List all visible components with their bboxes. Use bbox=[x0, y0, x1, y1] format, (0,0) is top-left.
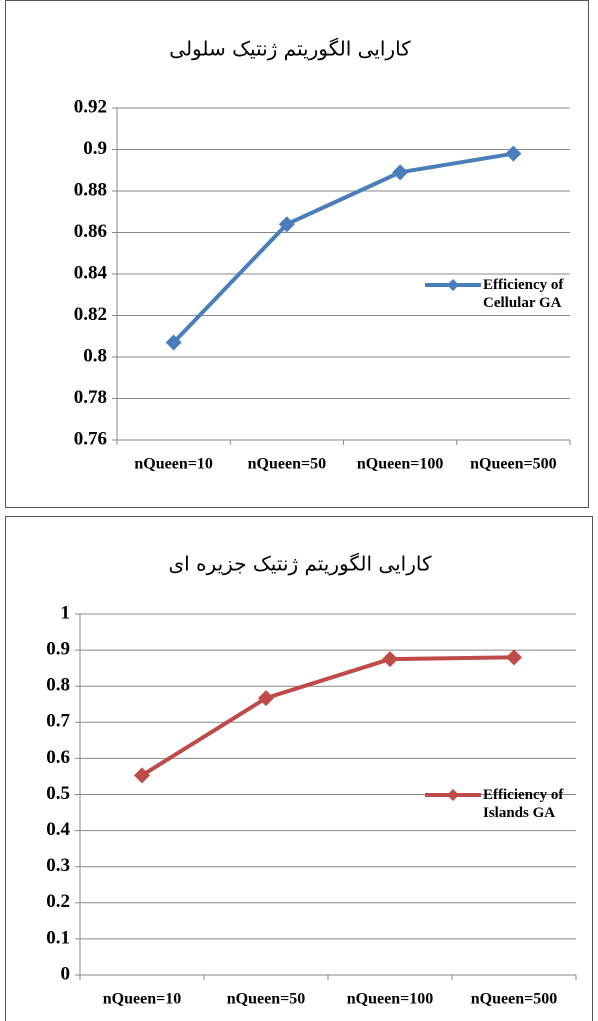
y-tick-label: 0.9 bbox=[46, 638, 70, 659]
y-tick-label: 0.76 bbox=[74, 428, 107, 449]
legend-marker bbox=[447, 789, 459, 801]
x-tick-label: nQueen=10 bbox=[103, 991, 181, 1008]
legend-marker bbox=[447, 279, 459, 291]
y-tick-label: 0.1 bbox=[46, 927, 70, 948]
x-tick-label: nQueen=500 bbox=[471, 991, 557, 1008]
x-tick-label: nQueen=10 bbox=[134, 456, 212, 473]
data-point bbox=[278, 216, 295, 233]
y-tick-label: 0.88 bbox=[74, 179, 107, 200]
x-tick-label: nQueen=500 bbox=[470, 456, 556, 473]
chart-title: کارایی الگوریتم ژنتیک سلولی bbox=[169, 37, 411, 61]
y-tick-label: 0.2 bbox=[46, 891, 70, 912]
y-tick-label: 0.3 bbox=[46, 855, 70, 876]
data-point bbox=[258, 690, 274, 707]
y-tick-label: 0.86 bbox=[74, 221, 107, 242]
chart-frame bbox=[5, 0, 589, 508]
y-tick-label: 0 bbox=[61, 963, 71, 984]
data-point bbox=[382, 651, 398, 668]
legend-label: Efficiency of Islands GA bbox=[483, 787, 564, 821]
x-tick-label: nQueen=50 bbox=[248, 456, 326, 473]
chart-title: کارایی الگوریتم ژنتیک جزیره ای bbox=[169, 552, 432, 576]
series-line bbox=[172, 151, 514, 344]
x-tick-label: nQueen=50 bbox=[227, 991, 305, 1008]
y-tick-label: 0.82 bbox=[74, 304, 107, 325]
x-tick-label: nQueen=100 bbox=[357, 456, 443, 473]
y-tick-label: 0.8 bbox=[46, 675, 70, 696]
data-point bbox=[505, 145, 522, 162]
x-tick-label: nQueen=100 bbox=[347, 991, 433, 1008]
data-point bbox=[506, 649, 522, 666]
legend-label: Efficiency of Cellular GA bbox=[483, 277, 564, 311]
data-point bbox=[134, 767, 150, 784]
y-tick-label: 0.78 bbox=[74, 387, 107, 408]
y-tick-label: 1 bbox=[61, 602, 71, 623]
y-tick-label: 0.5 bbox=[46, 783, 70, 804]
y-tick-label: 0.7 bbox=[46, 711, 70, 732]
series-line bbox=[140, 655, 515, 778]
chart-frame bbox=[5, 516, 593, 1021]
y-tick-label: 0.92 bbox=[74, 96, 107, 117]
data-point bbox=[392, 164, 409, 181]
y-tick-label: 0.4 bbox=[46, 819, 70, 840]
y-tick-label: 0.9 bbox=[83, 138, 107, 159]
y-tick-label: 0.6 bbox=[46, 747, 70, 768]
y-tick-label: 0.8 bbox=[83, 345, 107, 366]
data-point bbox=[165, 334, 182, 351]
y-tick-label: 0.84 bbox=[74, 262, 108, 283]
